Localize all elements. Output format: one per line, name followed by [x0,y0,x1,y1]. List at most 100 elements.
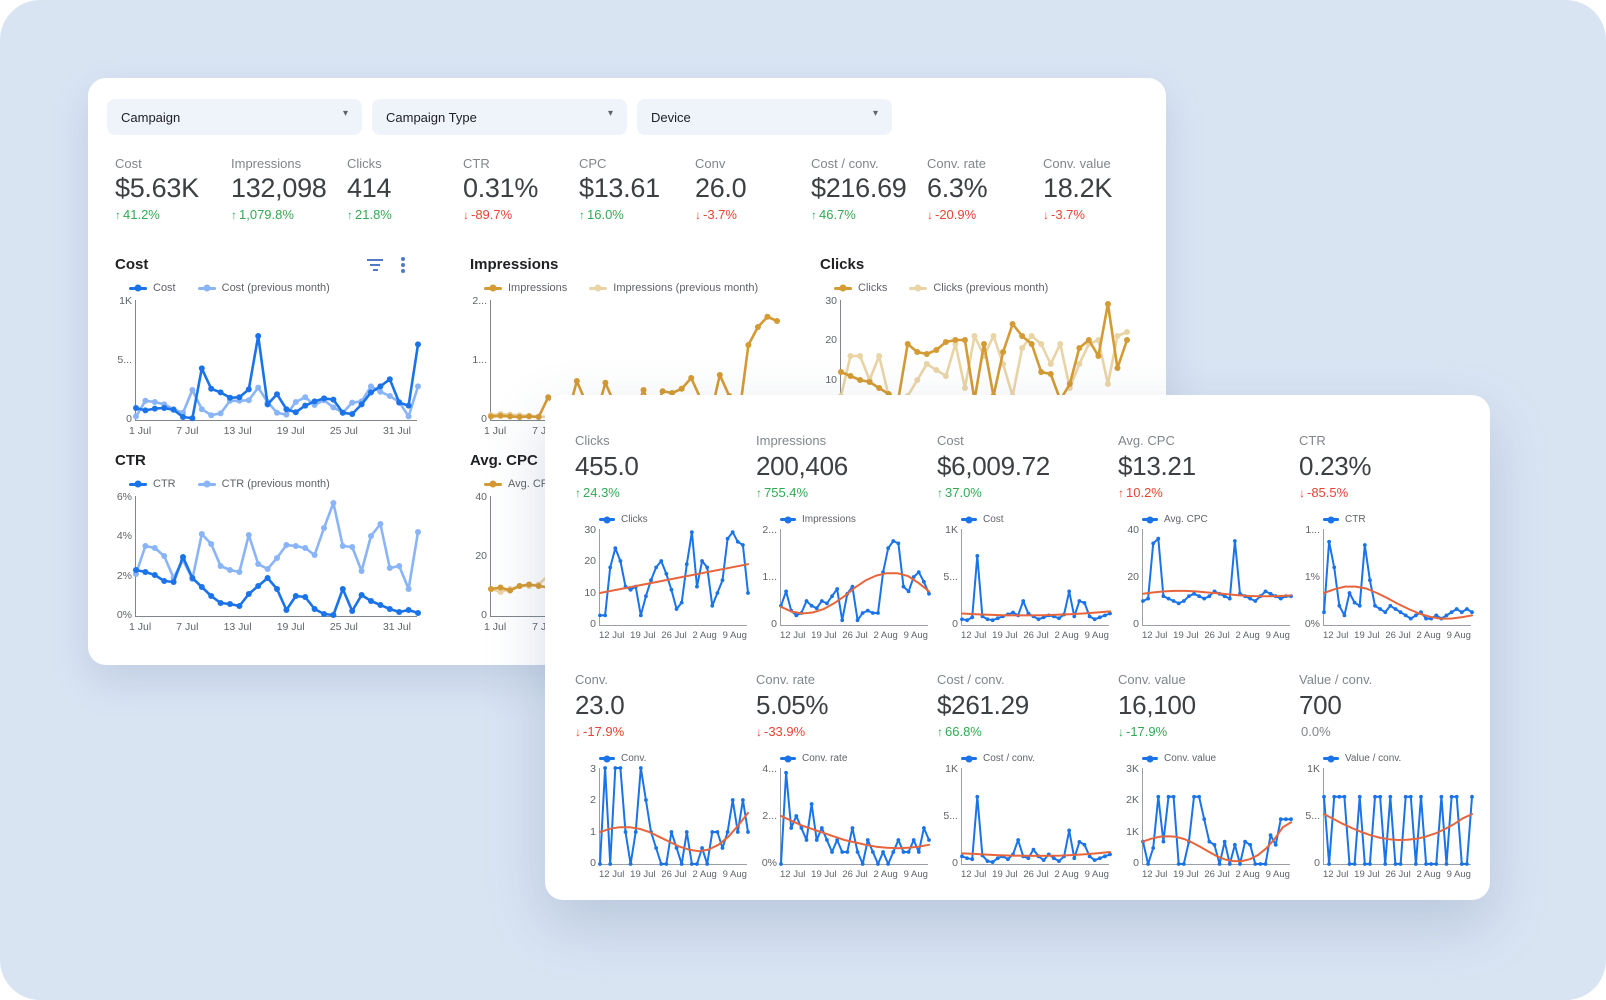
axis-tick: 2 Aug [692,869,717,880]
legend-label: Cost / conv. [983,753,1036,764]
kpi-label: Conv. rate [927,156,987,171]
axis-tick: 0 [952,857,958,869]
legend-marker [1142,518,1158,521]
x-axis: 12 Jul 19 Jul 26 Jul 2 Aug 9 Aug [961,630,1109,641]
axis-tick: 12 Jul [780,869,806,880]
axis-tick: 20 [475,550,487,562]
axis-tick: 19 Jul [1354,869,1380,880]
metric-value: $6,009.72 [937,451,1050,481]
legend-label: Cost [983,514,1004,525]
axis-tick: 0 [1314,857,1320,869]
chart-legend: Conv. rate [780,753,937,764]
line-chart [598,530,750,618]
axis-tick: 2% [116,569,132,582]
legend-item: Avg. CPC [484,478,556,490]
line-chart [960,794,1112,864]
axis-tick: 0 [481,413,487,425]
legend-marker [484,482,502,486]
metric-scorecard: Conv. value 16,100 ↓ -17.9% Conv. value 3… [1118,672,1299,911]
metric-scorecard: CTR 0.23% ↓ -85.5% CTR 1... 1% 0% [1299,433,1480,672]
axis-tick: 12 Jul [1323,630,1349,641]
axis-tick: 31 Jul [382,425,411,437]
axis-tick: 12 Jul [780,630,806,641]
metric-scorecard: Conv. 23.0 ↓ -17.9% Conv. 3 2 1 0 [575,672,756,911]
chart-legend: Conv. [599,753,756,764]
legend-marker [1323,757,1339,760]
kpi-card: CTR 0.31% ↓ -89.7% [463,156,579,222]
legend-item: Cost [129,282,176,294]
axis-tick: 3K [1126,763,1139,775]
metric-value: 0.23% [1299,451,1372,481]
chart-legend: Cost Cost (previous month) [129,282,415,294]
axis-tick: 12 Jul [1142,630,1168,641]
delta-arrow-icon: ↓ [575,725,581,739]
filter-dropdown[interactable]: Campaign [107,99,362,135]
legend-label: Conv. [621,753,647,764]
axis-tick: 31 Jul [382,621,411,633]
chart-plot: 1K 5... 0 [943,763,1112,869]
kpi-value: 6.3% [927,173,988,203]
legend-label: Value / conv. [1345,753,1402,764]
axis-tick: 26 Jul [1204,630,1230,641]
axis-tick: 10 [584,586,596,599]
axis-tick: 13 Jul [223,425,252,437]
legend-marker [129,286,147,290]
axis-tick: 1K [119,295,132,307]
kpi-delta: ↓ -3.7% [695,207,811,222]
legend-marker [1142,757,1158,760]
legend-label: Cost [153,282,176,294]
metric-delta: ↑ 37.0% [937,485,1118,500]
metric-delta: ↓ -85.5% [1299,485,1480,500]
legend-label: Cost (previous month) [221,282,330,294]
legend-marker [1323,518,1339,521]
axis-tick: 26 Jul [842,630,868,641]
line-chart [1141,794,1293,866]
axis-tick: 26 Jul [1204,869,1230,880]
legend-item: CTR (previous month) [197,478,330,490]
legend-label: CTR (previous month) [221,478,330,490]
delta-arrow-icon: ↑ [115,208,121,222]
line-chart [1322,539,1474,621]
axis-tick: 0 [1133,618,1139,630]
axis-tick: 2 [590,794,596,807]
kpi-label: CPC [579,156,607,171]
kpi-card: CPC $13.61 ↑ 16.0% [579,156,695,222]
delta-text: 66.8% [945,724,982,739]
legend-item: Cost (previous month) [197,282,330,294]
x-axis: 1 Jul 7 Jul 13 Jul 19 Jul 25 Jul 31 Jul [129,425,411,437]
delta-text: -17.9% [1126,724,1168,739]
axis-tick: 1K [945,763,958,775]
legend-marker [589,286,608,290]
delta-text: 1,079.8% [239,207,294,222]
delta-arrow-icon: ↑ [811,208,817,222]
chart-title: Impressions [470,256,559,273]
delta-text: 10.2% [1126,485,1163,500]
axis-tick: 9 Aug [722,869,747,880]
axis-tick: 12 Jul [1142,869,1168,880]
chart-filter-icon[interactable] [367,258,383,271]
chart-menu-icon[interactable] [401,262,405,267]
axis-tick: 4... [762,763,777,775]
x-axis: 12 Jul 19 Jul 26 Jul 2 Aug 9 Aug [1323,630,1471,641]
line-chart [598,766,750,866]
y-axis: 2... 1... 0 [472,295,487,425]
filter-dropdown[interactable]: Campaign Type [372,99,627,135]
axis-tick: 26 Jul [661,869,687,880]
axis-tick: 19 Jul [811,869,837,880]
delta-text: 41.2% [123,207,160,222]
kpi-delta: ↓ -3.7% [1043,207,1159,222]
metric-scorecard: Value / conv. 700 0.0% Value / conv. 1K 5… [1299,672,1480,911]
chart-legend: CTR [1323,514,1480,525]
legend-item: Clicks (previous month) [909,282,1048,294]
filter-dropdown[interactable]: Device [637,99,892,135]
kpi-label: CTR [463,156,490,171]
metric-label: Impressions [756,433,827,448]
legend-marker [961,518,977,521]
chart-plot: 3 2 1 0 [590,763,750,869]
y-axis: 6% 4% 2% 0% [117,491,132,621]
chart-legend: Avg. CPC [1142,514,1299,525]
axis-tick: 2 Aug [1054,630,1079,641]
metric-delta: ↓ -33.9% [756,724,937,739]
legend-label: Clicks [858,282,888,294]
delta-text: 21.8% [355,207,392,222]
